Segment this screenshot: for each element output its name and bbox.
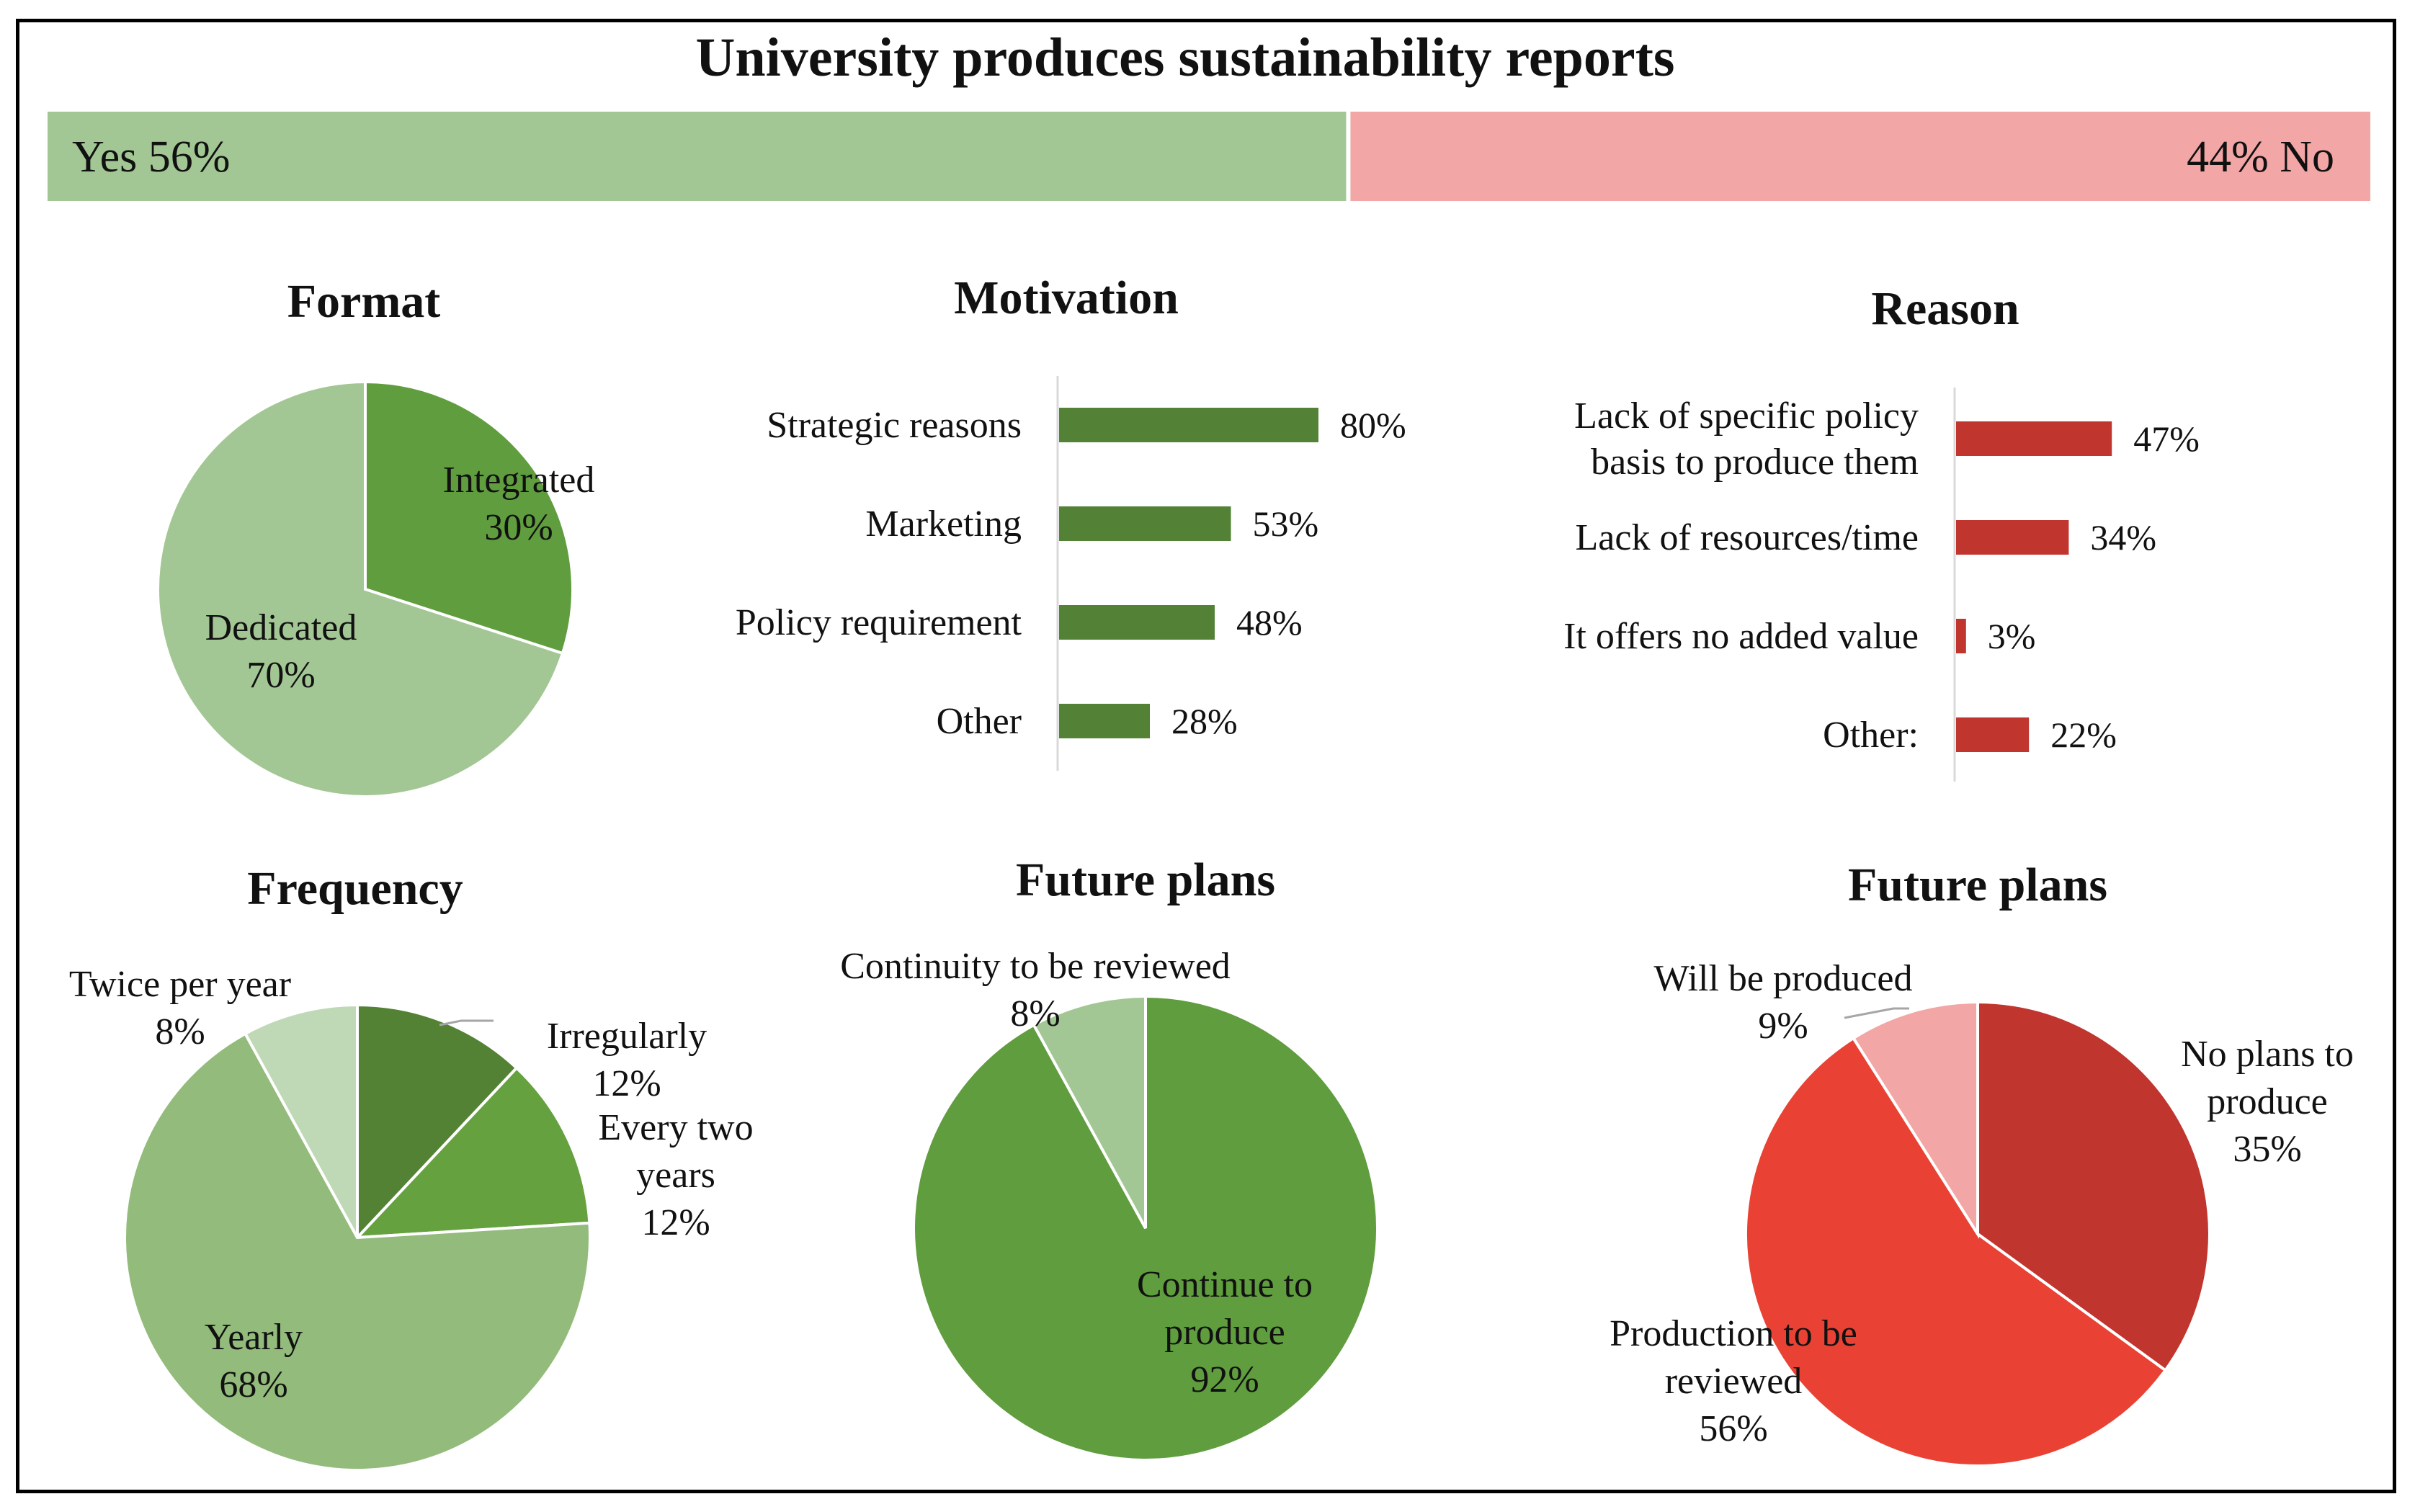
future-no-leader-line (1844, 1007, 1909, 1019)
future-no-slice-no-plans-to-produce (1976, 1000, 2211, 1373)
frequency-slice-label: Twice per year 8% (69, 964, 291, 1052)
future-no-slice-label: Production to be reviewed 56% (1610, 1313, 1857, 1449)
motivation-value-label: 53% (1253, 504, 1319, 544)
reason-category-label: Lack of specific policy basis to produce … (1574, 395, 1919, 483)
future-plans-no-title: Future plans (1848, 859, 2107, 911)
format-title: Format (287, 275, 441, 328)
motivation-category-label: Policy requirement (736, 602, 1022, 643)
future-no-slice-label: Will be produced 9% (1654, 958, 1913, 1047)
motivation-category-label: Marketing (865, 504, 1022, 545)
yes-bar (48, 112, 1347, 201)
format-slice-dedicated (156, 380, 565, 798)
frequency-slice-label: Yearly 68% (205, 1317, 303, 1405)
format-slice-label: Dedicated 70% (205, 607, 357, 696)
frequency-title: Frequency (247, 862, 463, 915)
reason-bar (1956, 717, 2030, 752)
future-yes-slice-label: Continue to produce 92% (1137, 1264, 1313, 1400)
no-label: 44% No (2187, 133, 2334, 182)
motivation-value-label: 80% (1340, 405, 1406, 445)
motivation-category-label: Other (937, 701, 1022, 742)
motivation-bar (1059, 605, 1215, 640)
reason-category-label: Other: (1823, 715, 1919, 756)
future-plans-yes-title: Future plans (1016, 854, 1275, 906)
frequency-slice-every-two-years (354, 1065, 592, 1240)
reason-bar (1956, 619, 1966, 653)
future-yes-slice-continuity-to-be-reviewed (1032, 994, 1147, 1229)
motivation-category-label: Strategic reasons (767, 405, 1022, 446)
yes-label: Yes 56% (72, 133, 230, 182)
format-slice-label: Integrated 30% (443, 460, 595, 548)
frequency-slice-label: Every two years 12% (598, 1107, 753, 1243)
frequency-leader-line (439, 1019, 494, 1026)
reason-category-label: Lack of resources/time (1576, 517, 1919, 558)
reason-bar (1956, 520, 2069, 555)
motivation-bar (1059, 506, 1231, 541)
header-title: University produces sustainability repor… (696, 27, 1675, 88)
motivation-value-label: 48% (1236, 602, 1303, 643)
reason-category-label: It offers no added value (1563, 616, 1919, 657)
reason-title: Reason (1871, 282, 2019, 335)
format-slice-integrated (364, 380, 574, 656)
future-no-slice-production-to-be-reviewed (1744, 1036, 2168, 1467)
frequency-slice-twice-per-year (243, 1003, 359, 1238)
no-bar (1350, 112, 2370, 201)
frequency-slice-irregularly (356, 1003, 519, 1242)
frequency-slice-label: Irregularly 12% (547, 1016, 707, 1104)
frequency-slice-yearly (123, 1032, 592, 1472)
motivation-bar (1059, 704, 1150, 738)
motivation-bar (1059, 408, 1318, 442)
future-no-slice-label: No plans to produce 35% (2181, 1034, 2354, 1170)
reason-value-label: 34% (2090, 517, 2156, 558)
reason-value-label: 47% (2133, 419, 2200, 459)
motivation-title: Motivation (954, 272, 1179, 324)
motivation-value-label: 28% (1171, 701, 1238, 741)
reason-value-label: 3% (1988, 616, 2036, 656)
reason-value-label: 22% (2050, 715, 2117, 755)
future-yes-slice-label: Continuity to be reviewed 8% (840, 946, 1231, 1034)
reason-bar (1956, 421, 2112, 456)
future-no-slice-will-be-produced (1851, 1000, 1979, 1239)
